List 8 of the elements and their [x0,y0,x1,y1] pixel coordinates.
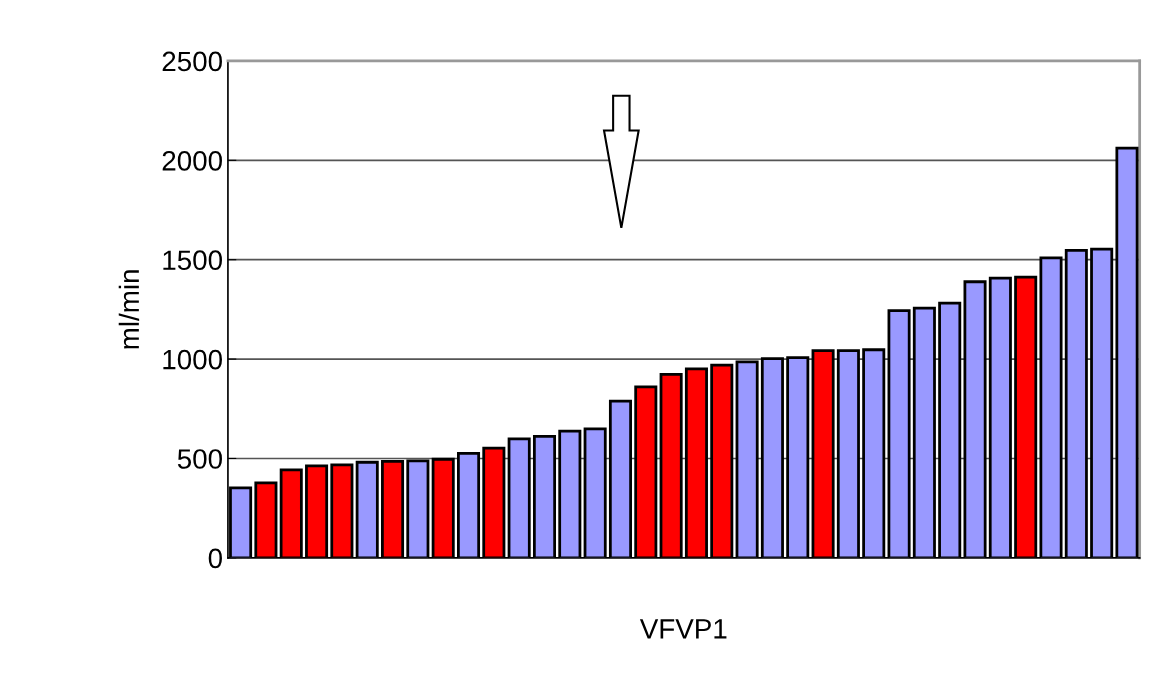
y-tick-label: 1000 [163,349,222,370]
y-axis-title: ml/min [118,270,140,349]
y-tick-label: 1500 [163,250,222,271]
x-axis-title: VFVP1 [639,619,727,639]
y-tick-label: 2000 [162,150,222,171]
y-tick-label: 0 [208,548,222,569]
y-tick-label: 2500 [162,51,222,72]
y-tick-label: 500 [177,449,222,469]
